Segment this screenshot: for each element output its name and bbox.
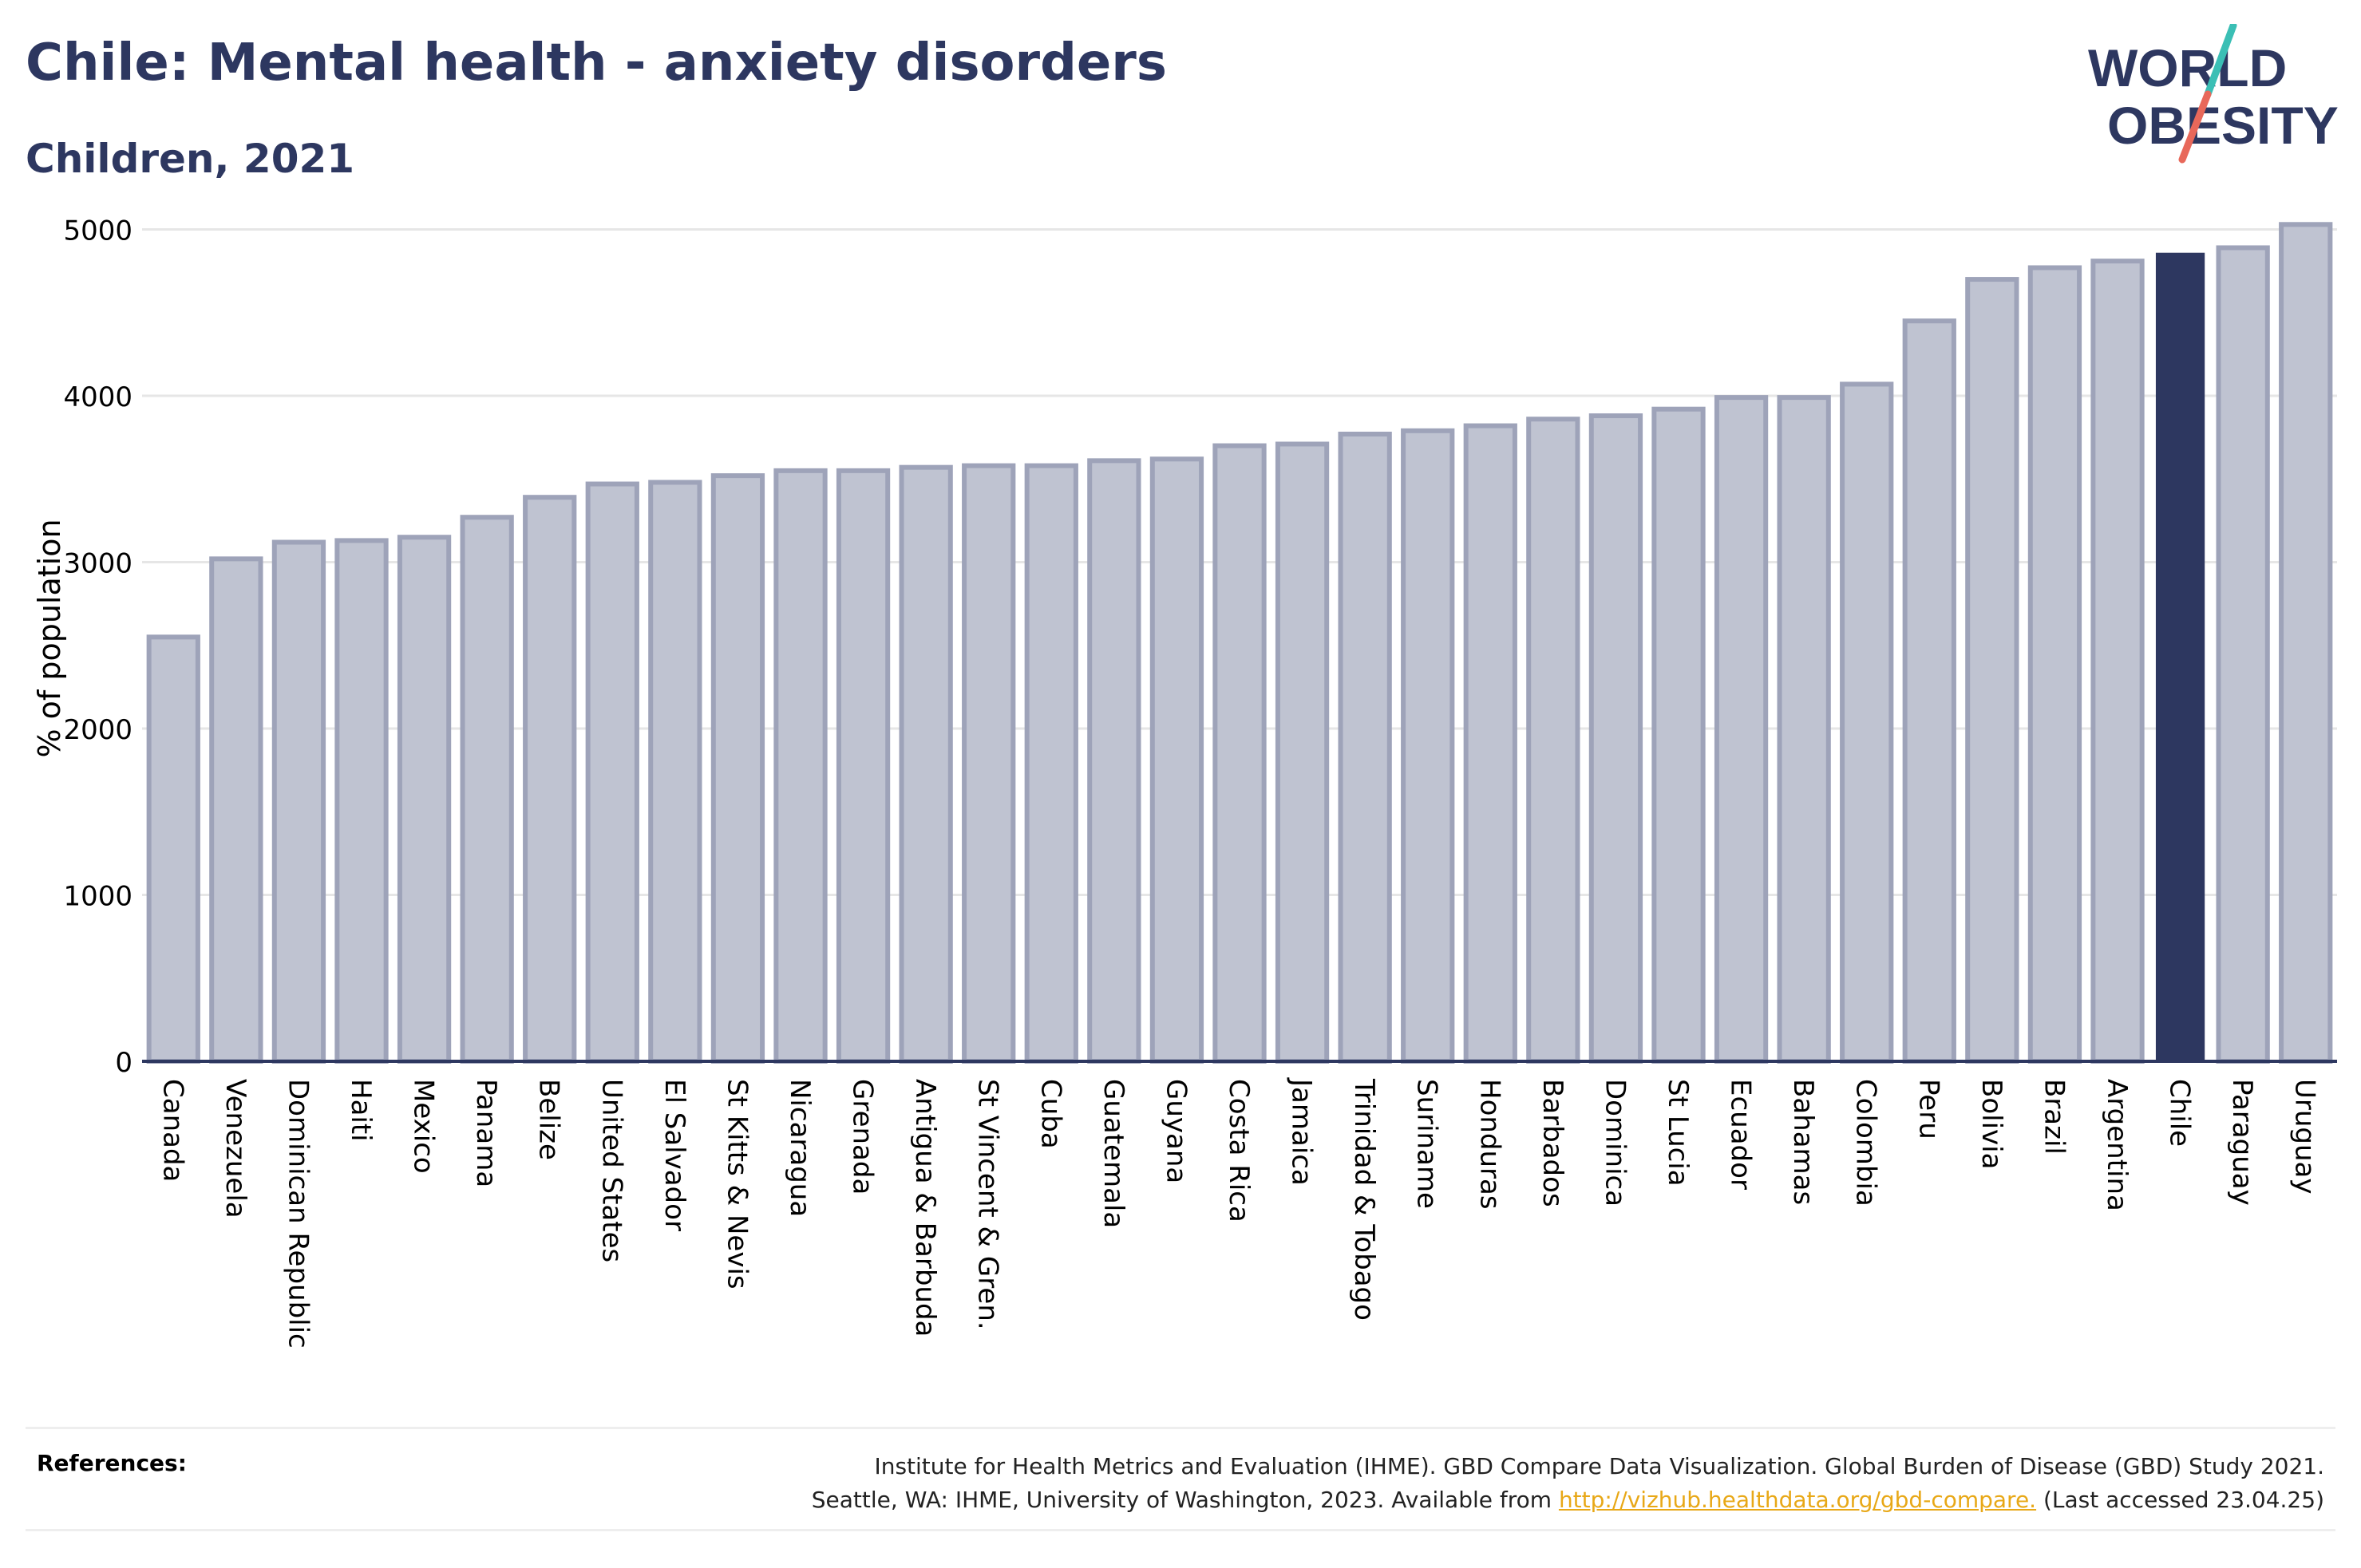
bar-costa-rica <box>1212 443 1267 1064</box>
x-tick-label: United States <box>595 1079 627 1262</box>
x-tick-labels: Canada Venezuela Dominican Republic Haiti Me… <box>156 1077 2320 1349</box>
bar-st-lucia <box>1651 406 1706 1064</box>
logo-line1: WORLD <box>2088 38 2287 97</box>
reference-line2-prefix: Seattle, WA: IHME, University of Washing… <box>811 1487 1559 1513</box>
references-label: References: <box>37 1450 187 1476</box>
x-tick-label: Honduras <box>1473 1079 1505 1210</box>
bar-chart: 0 1000 2000 3000 4000 5000 Canada Venezuela Dom… <box>32 215 2337 1349</box>
x-tick-label: Trinidad & Tobago <box>1348 1078 1380 1321</box>
x-tick-label: Grenada <box>847 1079 879 1195</box>
x-tick-label: El Salvador <box>658 1079 690 1231</box>
bar-antigua-barbuda <box>899 464 953 1064</box>
bar-panama <box>460 515 514 1064</box>
bar-mexico <box>397 535 452 1064</box>
y-axis-label: % of population <box>32 519 67 757</box>
x-tick-label: Jamaica <box>1286 1077 1318 1186</box>
bar-bolivia <box>1965 277 2019 1064</box>
x-tick-label: Ecuador <box>1725 1079 1757 1190</box>
bar-belize <box>523 495 577 1064</box>
x-tick-label: Guatemala <box>1097 1079 1129 1228</box>
bar-el-salvador <box>648 480 702 1064</box>
x-tick-label: St Vincent & Gren. <box>972 1079 1004 1330</box>
chart-title: Chile: Mental health - anxiety disorders <box>26 34 1167 93</box>
bar-nicaragua <box>773 468 828 1064</box>
x-tick-label: Guyana <box>1160 1079 1192 1183</box>
x-tick-label: Costa Rica <box>1223 1079 1255 1222</box>
x-tick-label: Panama <box>470 1079 502 1187</box>
bar-suriname <box>1401 428 1455 1064</box>
x-tick-label: Argentina <box>2101 1079 2133 1211</box>
axes: 0 1000 2000 3000 4000 5000 <box>63 215 2337 1079</box>
reference-line2: Seattle, WA: IHME, University of Washing… <box>812 1483 2324 1517</box>
y-tick-label: 5000 <box>63 215 132 247</box>
y-tick-label: 1000 <box>63 881 132 913</box>
bar-guatemala <box>1087 458 1141 1064</box>
bar-brazil <box>2027 265 2082 1064</box>
bar-united-states <box>585 481 639 1064</box>
logo-line2: OBESITY <box>2107 96 2339 155</box>
logo-slash-teal-icon <box>2204 24 2237 98</box>
x-tick-label: Bahamas <box>1787 1079 1819 1205</box>
y-tick-label: 3000 <box>63 548 132 580</box>
bar-jamaica <box>1275 441 1330 1064</box>
bar-trinidad-tobago <box>1338 431 1392 1064</box>
bar-colombia <box>1840 381 1894 1064</box>
bar-canada <box>146 634 200 1064</box>
x-tick-label: Paraguay <box>2226 1079 2258 1206</box>
bar-st-vincent-gren- <box>962 463 1016 1064</box>
x-tick-label: Cuba <box>1034 1079 1066 1149</box>
x-tick-label: Chile <box>2164 1079 2196 1147</box>
world-obesity-logo: WORLD OBESITY <box>2088 24 2339 164</box>
x-tick-label: Antigua & Barbuda <box>909 1079 941 1337</box>
y-tick-label: 0 <box>115 1047 132 1079</box>
x-tick-label: Bolivia <box>1975 1079 2007 1169</box>
bar-dominican-republic <box>271 539 326 1064</box>
x-tick-label: Dominica <box>1599 1079 1631 1207</box>
bar-venezuela <box>209 556 263 1064</box>
bar-peru <box>1902 318 1956 1064</box>
y-tick-label: 2000 <box>63 714 132 746</box>
references-section: References: Institute for Health Metrics… <box>26 1427 2335 1531</box>
x-tick-label: Peru <box>1912 1079 1944 1139</box>
bar-argentina <box>2090 259 2145 1064</box>
y-tick-label: 4000 <box>63 381 132 413</box>
x-tick-label: Mexico <box>408 1079 440 1174</box>
x-tick-label: Belize <box>533 1079 565 1160</box>
x-tick-label: Nicaragua <box>784 1079 816 1217</box>
x-tick-label: Brazil <box>2038 1079 2070 1155</box>
x-tick-label: St Kitts & Nevis <box>721 1079 753 1290</box>
reference-line2-suffix: (Last accessed 23.04.25) <box>2036 1487 2324 1513</box>
x-tick-label: Venezuela <box>219 1079 251 1218</box>
bar-haiti <box>334 538 389 1064</box>
bar-ecuador <box>1714 395 1769 1064</box>
bar-chile <box>2155 252 2205 1061</box>
bar-paraguay <box>2216 245 2270 1064</box>
x-tick-label: Haiti <box>345 1079 377 1142</box>
x-tick-label: Uruguay <box>2289 1079 2321 1195</box>
bar-st-kitts-nevis <box>710 473 765 1064</box>
x-tick-label: St Lucia <box>1662 1079 1694 1187</box>
x-tick-label: Suriname <box>1411 1079 1443 1209</box>
bar-dominica <box>1588 413 1643 1064</box>
x-tick-label: Colombia <box>1850 1079 1882 1207</box>
reference-line1: Institute for Health Metrics and Evaluat… <box>874 1453 2324 1479</box>
x-tick-label: Barbados <box>1536 1079 1568 1207</box>
x-tick-label: Canada <box>156 1079 188 1182</box>
bar-guyana <box>1149 456 1204 1064</box>
bar-barbados <box>1526 417 1580 1064</box>
bars <box>146 222 2333 1064</box>
x-tick-label: Dominican Republic <box>282 1079 314 1349</box>
bar-grenada <box>836 468 891 1064</box>
reference-link[interactable]: http://vizhub.healthdata.org/gbd-compare… <box>1558 1487 2037 1513</box>
bar-cuba <box>1024 463 1078 1064</box>
logo-slash-coral-icon <box>2178 90 2212 164</box>
references-text: Institute for Health Metrics and Evaluat… <box>812 1450 2324 1517</box>
bar-bahamas <box>1777 395 1831 1064</box>
bar-honduras <box>1463 423 1517 1064</box>
bar-uruguay <box>2279 222 2333 1064</box>
chart-subtitle: Children, 2021 <box>26 136 355 182</box>
